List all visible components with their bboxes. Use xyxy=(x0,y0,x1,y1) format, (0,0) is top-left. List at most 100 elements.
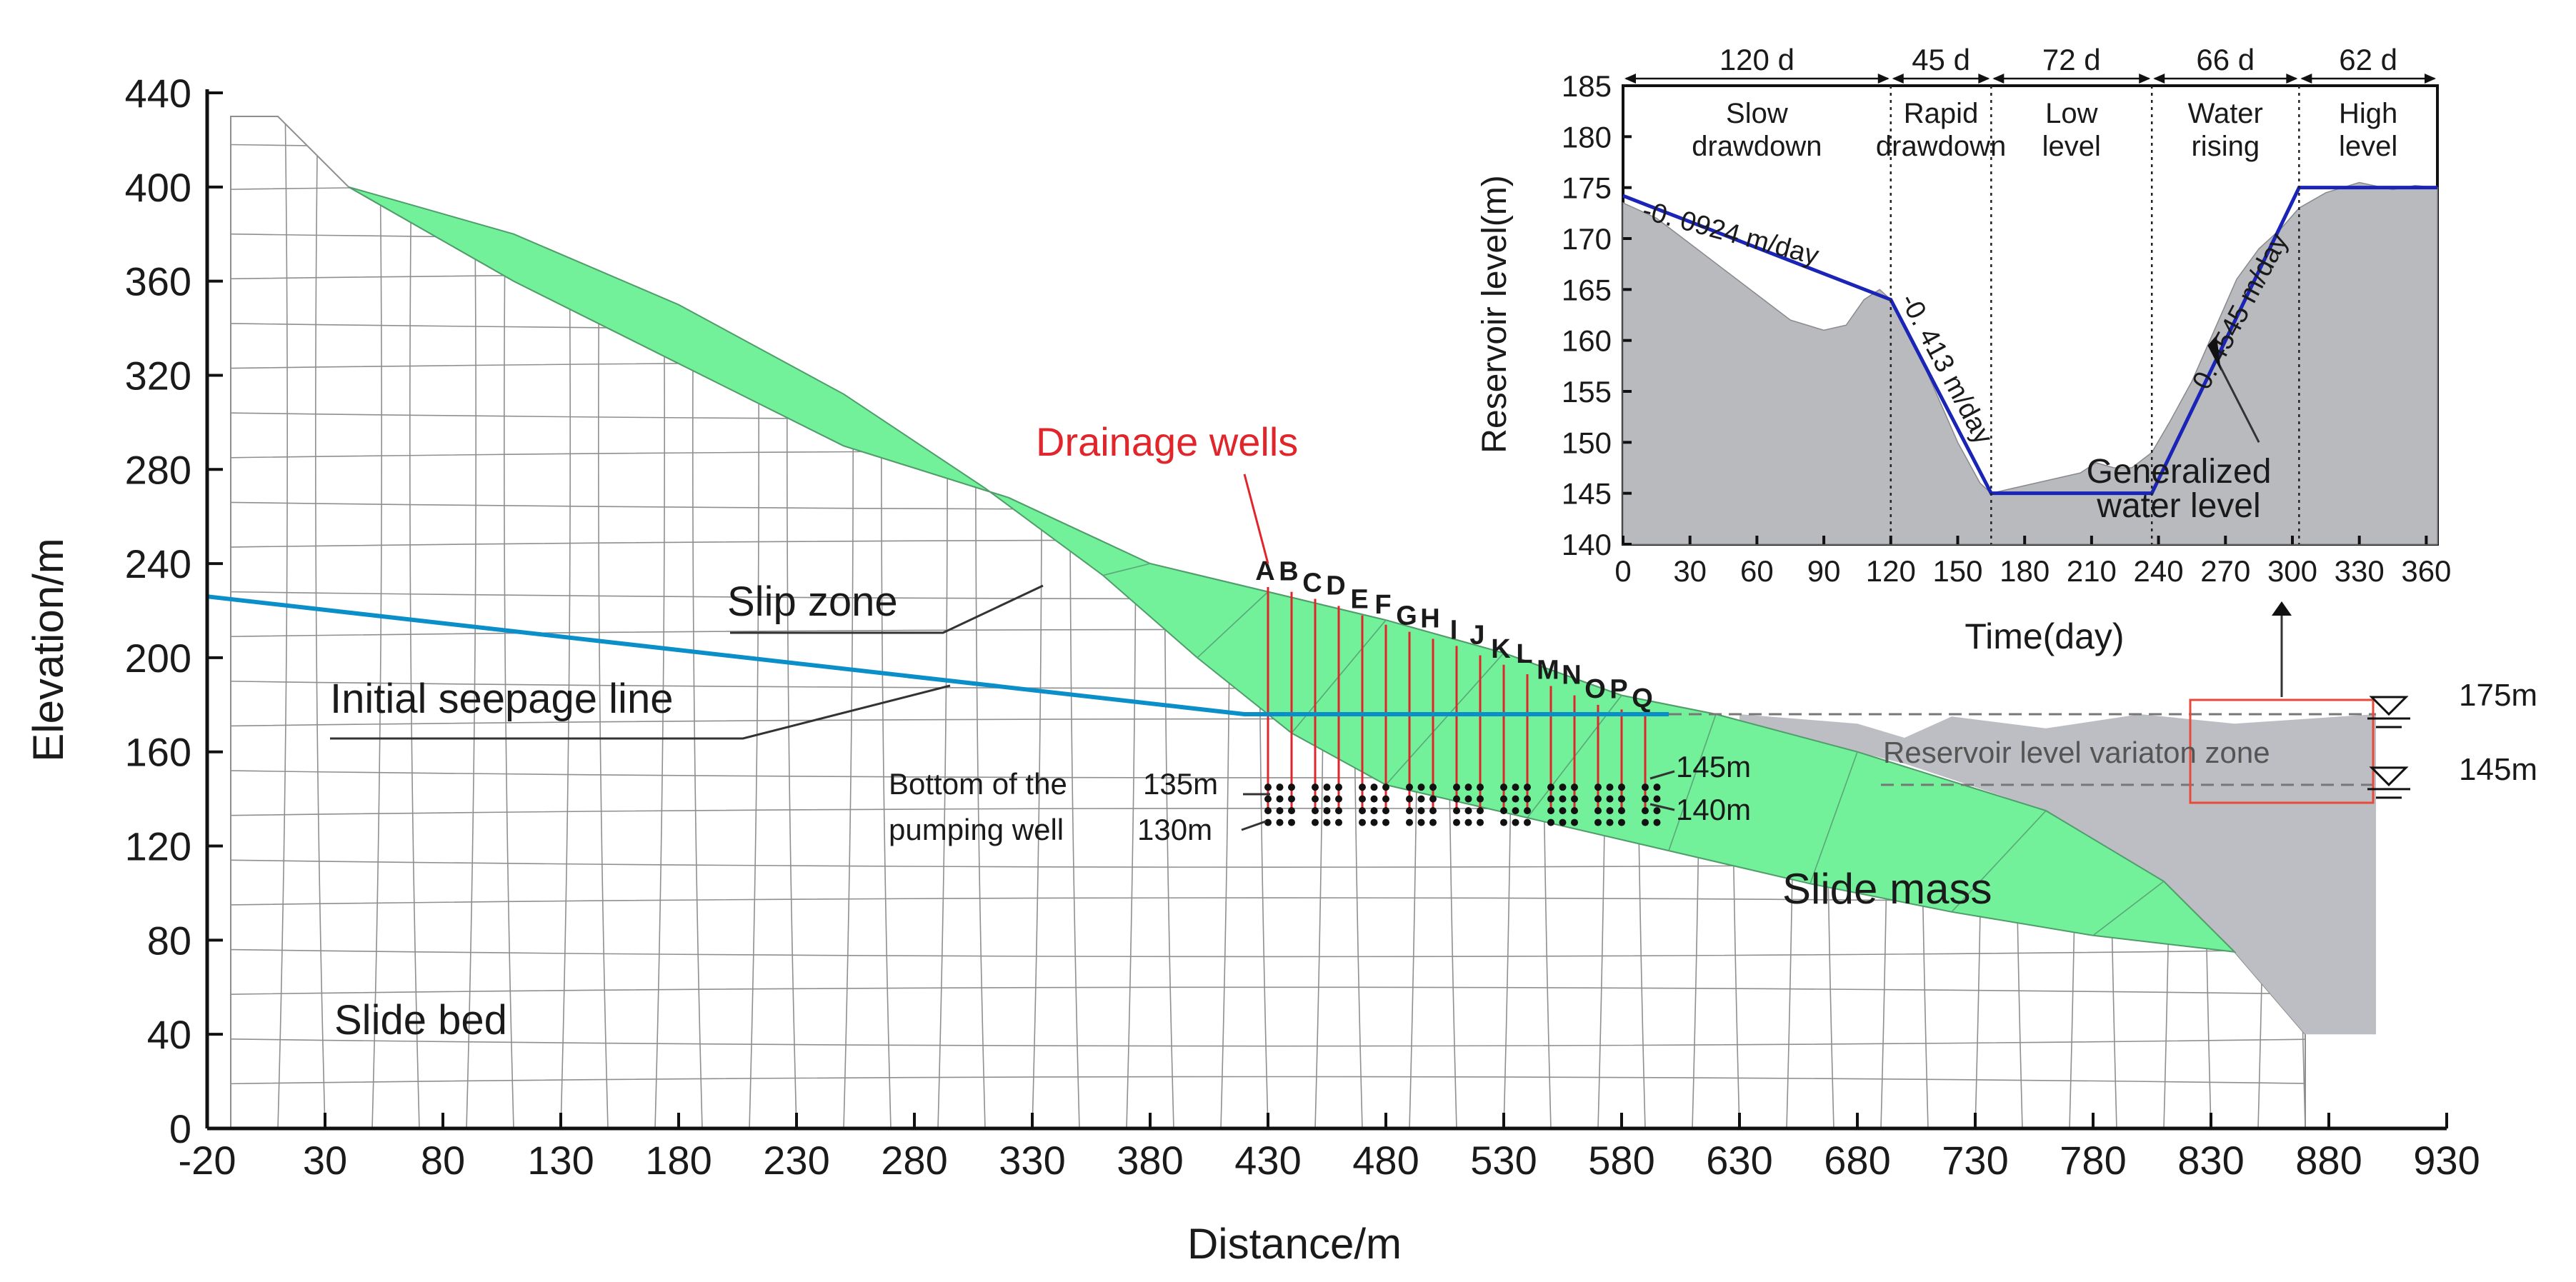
slide-mass-mesh-line xyxy=(1809,751,1858,884)
pumping-point xyxy=(1571,783,1578,791)
phase-arrow-right xyxy=(1978,74,1990,84)
generalized-water-level-line xyxy=(1622,186,2437,496)
legend-pointer-head xyxy=(2207,335,2222,371)
phase-duration: 72 d xyxy=(2042,43,2101,76)
main-x-tick-label: 180 xyxy=(645,1138,712,1183)
phase-duration: 45 d xyxy=(1912,43,1970,76)
inset-legend-line1: Generalized xyxy=(2087,453,2272,491)
pumping-point xyxy=(1276,807,1284,815)
pumping-point xyxy=(1382,783,1389,791)
mesh-hline xyxy=(231,1076,2305,1085)
phase-name-2: drawdown xyxy=(1876,131,2006,162)
pumping-point xyxy=(1618,818,1625,826)
pumping-point xyxy=(1335,807,1342,815)
mesh-vline xyxy=(277,116,288,1128)
label-140m-well: 140m xyxy=(1676,793,1751,826)
pumping-point xyxy=(1359,807,1366,815)
reservoir-zone-fill xyxy=(1739,714,2376,1035)
label-reservoir-zone: Reservoir level variaton zone xyxy=(1883,736,2270,769)
phase-name-2: drawdown xyxy=(1692,131,1822,162)
pumping-point xyxy=(1323,807,1331,815)
phase-arrow-left xyxy=(1992,74,2005,84)
pumping-point xyxy=(1477,807,1484,815)
main-x-tick-label: 880 xyxy=(2295,1138,2362,1183)
slide-mass-mesh-line xyxy=(2092,881,2165,936)
drainage-wells-group: A B C D E F G H I J K LM N O P Q xyxy=(1243,474,1661,826)
mesh-vline xyxy=(221,93,231,1128)
main-y-tick-label: 200 xyxy=(125,636,191,681)
pumping-point xyxy=(1264,783,1272,791)
pumping-point xyxy=(1500,783,1507,791)
label-bottom-caption-2: pumping well xyxy=(889,813,1064,846)
label-bottom-caption-1: Bottom of the xyxy=(889,767,1067,801)
pumping-point xyxy=(1359,818,1366,826)
pumping-point xyxy=(1618,807,1625,815)
pumping-point xyxy=(1323,795,1331,803)
main-x-tick-label: 130 xyxy=(527,1138,594,1183)
well-label-O: O xyxy=(1584,674,1606,704)
pumping-point xyxy=(1382,795,1389,803)
pumping-point xyxy=(1512,795,1519,803)
inset-y-tick-label: 170 xyxy=(1562,222,1612,256)
main-fills xyxy=(348,186,2376,1035)
pumping-point xyxy=(1288,818,1295,826)
pumping-point xyxy=(1571,807,1578,815)
pumping-point xyxy=(1618,795,1625,803)
phase-duration: 66 d xyxy=(2196,43,2255,76)
pumping-point xyxy=(1606,783,1614,791)
pumping-point xyxy=(1618,783,1625,791)
mesh-hline xyxy=(231,986,2305,995)
pumping-point xyxy=(1406,807,1413,815)
inset-labels: Time(day) Reservoir level(m) Generalized… xyxy=(1476,175,2271,656)
pumping-point xyxy=(1642,795,1649,803)
pumping-point xyxy=(1382,818,1389,826)
well-label-C: C xyxy=(1302,569,1322,599)
pumping-point xyxy=(1453,795,1460,803)
pumping-point xyxy=(1642,818,1649,826)
slide-mass-mesh-line xyxy=(1385,652,1504,786)
pumping-point xyxy=(1477,783,1484,791)
pumping-point xyxy=(1417,818,1425,826)
main-x-tick-label: 280 xyxy=(881,1138,947,1183)
pumping-point xyxy=(1453,807,1460,815)
pumping-point xyxy=(1335,783,1342,791)
pumping-point xyxy=(1524,807,1531,815)
pumping-point xyxy=(1370,795,1378,803)
pumping-point xyxy=(1559,783,1567,791)
pumping-point xyxy=(1500,795,1507,803)
inset-x-tick-label: 30 xyxy=(1673,554,1707,588)
pumping-point xyxy=(1559,807,1567,815)
pumping-point xyxy=(1547,807,1554,815)
pointer-145m xyxy=(1649,770,1675,780)
pumping-point xyxy=(1512,818,1519,826)
inset-x-tick-label: 360 xyxy=(2401,554,2451,588)
well-label-M: M xyxy=(1537,655,1559,685)
pumping-point xyxy=(1359,795,1366,803)
inset-x-tick-label: 150 xyxy=(1932,554,1982,588)
pumping-point xyxy=(1642,807,1649,815)
main-labels: Distance/m Elevation/m Slip zone Initial… xyxy=(24,419,2537,1268)
phase-arrow-left xyxy=(2153,74,2165,84)
inset-x-tick-label: 210 xyxy=(2067,554,2117,588)
main-y-tick-label: 400 xyxy=(125,165,191,210)
pumping-point xyxy=(1642,783,1649,791)
label-slide-bed: Slide bed xyxy=(334,997,507,1043)
pumping-point xyxy=(1464,795,1472,803)
inset-y-tick-label: 165 xyxy=(1562,273,1612,306)
pumping-point xyxy=(1512,783,1519,791)
pumping-point xyxy=(1571,795,1578,803)
main-y-tick-label: 0 xyxy=(169,1106,191,1151)
inset-ylabel: Reservoir level(m) xyxy=(1476,175,1514,453)
inset-axes: 0 30 60 90 120 150 180 210 240 270 300 330 360 140 145… xyxy=(1562,69,2452,588)
inset-y-tick-label: 160 xyxy=(1562,324,1612,358)
pumping-point xyxy=(1406,783,1413,791)
well-label-J: J xyxy=(1469,621,1484,651)
main-x-tick-label: 680 xyxy=(1824,1138,1890,1183)
pumping-point xyxy=(1370,818,1378,826)
pumping-point xyxy=(1524,795,1531,803)
pumping-point xyxy=(1288,807,1295,815)
pumping-point xyxy=(1382,807,1389,815)
label-drainage-wells: Drainage wells xyxy=(1036,419,1298,464)
slide-mass-fill xyxy=(348,186,2237,953)
